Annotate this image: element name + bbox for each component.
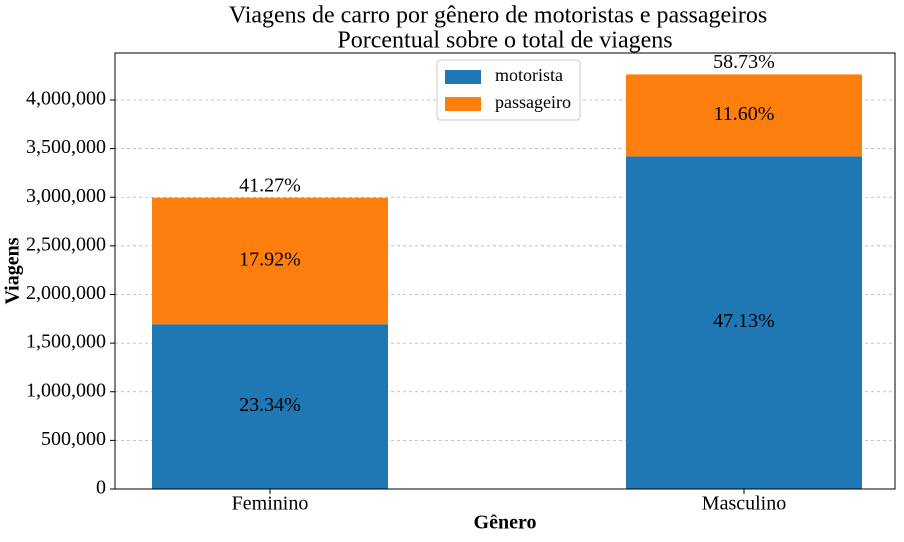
total-label: 41.27% (239, 174, 301, 196)
y-tick-label: 3,000,000 (26, 185, 106, 207)
y-axis-label: Viagens (2, 237, 24, 304)
y-tick-label: 1,000,000 (26, 379, 106, 401)
x-tick-label: Masculino (702, 493, 786, 515)
segment-label: 23.34% (239, 394, 301, 416)
legend-label: passageiro (495, 92, 571, 112)
segment-label: 17.92% (239, 249, 301, 271)
y-tick-label: 3,500,000 (26, 136, 106, 158)
bar-segment (626, 74, 862, 157)
x-tick-label: Feminino (232, 493, 309, 515)
y-tick-label: 2,000,000 (26, 282, 106, 304)
bar-segment (626, 156, 862, 489)
x-axis-label: Gênero (474, 512, 537, 534)
y-tick-label: 500,000 (41, 428, 106, 450)
legend-label: motorista (495, 65, 563, 85)
total-label: 58.73% (713, 51, 775, 73)
chart-subtitle: Porcentual sobre o total de viagens (337, 28, 672, 54)
segment-label: 47.13% (713, 310, 775, 332)
segment-label: 11.60% (714, 103, 775, 125)
bar-segment (152, 197, 388, 325)
y-tick-label: 4,000,000 (26, 88, 106, 110)
legend-swatch (445, 97, 481, 111)
y-tick-label: 0 (96, 477, 106, 499)
plot-frame (114, 52, 896, 490)
chart-title: Viagens de carro por gênero de motorista… (229, 3, 767, 29)
bar-segment (152, 324, 388, 489)
legend-swatch (445, 70, 481, 84)
y-tick-label: 2,500,000 (26, 233, 106, 255)
y-tick-label: 1,500,000 (26, 331, 106, 353)
